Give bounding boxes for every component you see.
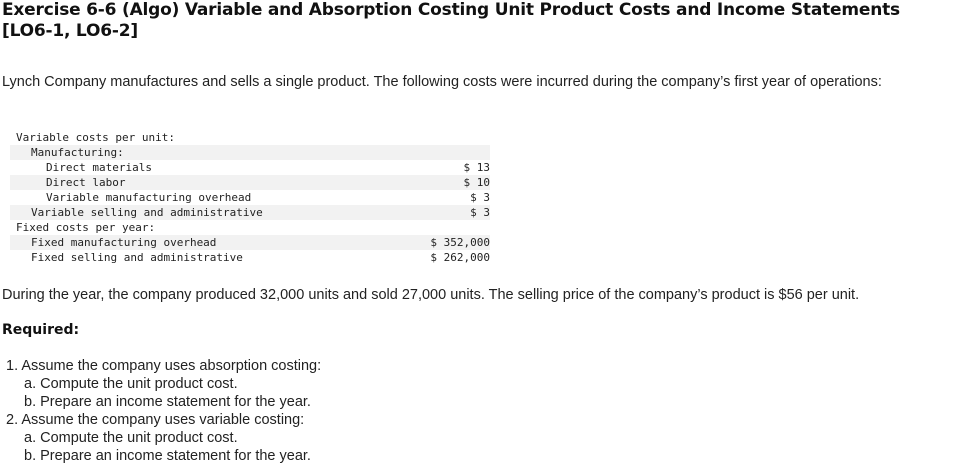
table-row: Variable costs per unit: xyxy=(10,130,490,145)
exercise-title: Exercise 6-6 (Algo) Variable and Absorpt… xyxy=(2,0,900,41)
fixed-selling-admin-label: Fixed selling and administrative xyxy=(31,251,243,264)
table-row: Variable manufacturing overhead $ 3 xyxy=(10,190,490,205)
table-row: Direct labor $ 10 xyxy=(10,175,490,190)
list-item: b. Prepare an income statement for the y… xyxy=(24,394,311,410)
requirements-list: 1. Assume the company uses absorption co… xyxy=(0,357,500,465)
direct-labor-label: Direct labor xyxy=(46,176,126,189)
direct-materials-label: Direct materials xyxy=(46,161,152,174)
direct-labor-value: $ 10 xyxy=(463,176,491,189)
variable-selling-admin-label: Variable selling and administrative xyxy=(31,206,263,219)
fixed-mfg-overhead-value: $ 352,000 xyxy=(430,236,490,249)
table-row: Fixed manufacturing overhead $ 352,000 xyxy=(10,235,490,250)
production-paragraph: During the year, the company produced 32… xyxy=(2,287,860,303)
table-row: Variable selling and administrative $ 3 xyxy=(10,205,490,220)
direct-materials-value: $ 13 xyxy=(463,161,491,174)
variable-selling-admin-value: $ 3 xyxy=(470,206,490,219)
list-item: b. Prepare an income statement for the y… xyxy=(24,448,311,464)
table-row: Direct materials $ 13 xyxy=(10,160,490,175)
variable-costs-header: Variable costs per unit: xyxy=(16,131,175,144)
manufacturing-header: Manufacturing: xyxy=(31,146,124,159)
fixed-costs-header: Fixed costs per year: xyxy=(16,221,156,234)
variable-mfg-overhead-label: Variable manufacturing overhead xyxy=(46,191,252,204)
table-row: Manufacturing: xyxy=(10,145,490,160)
list-item: 1. Assume the company uses absorption co… xyxy=(6,358,322,374)
list-item: a. Compute the unit product cost. xyxy=(24,376,238,392)
required-heading: Required: xyxy=(2,322,80,338)
list-item: a. Compute the unit product cost. xyxy=(24,430,238,446)
table-row: Fixed selling and administrative $ 262,0… xyxy=(10,250,490,265)
table-row: Fixed costs per year: xyxy=(10,220,490,235)
list-item: 2. Assume the company uses variable cost… xyxy=(6,412,305,428)
intro-paragraph: Lynch Company manufactures and sells a s… xyxy=(2,74,882,90)
cost-table: Variable costs per unit: Manufacturing: … xyxy=(10,130,490,265)
variable-mfg-overhead-value: $ 3 xyxy=(470,191,490,204)
fixed-selling-admin-value: $ 262,000 xyxy=(430,251,490,264)
fixed-mfg-overhead-label: Fixed manufacturing overhead xyxy=(31,236,217,249)
